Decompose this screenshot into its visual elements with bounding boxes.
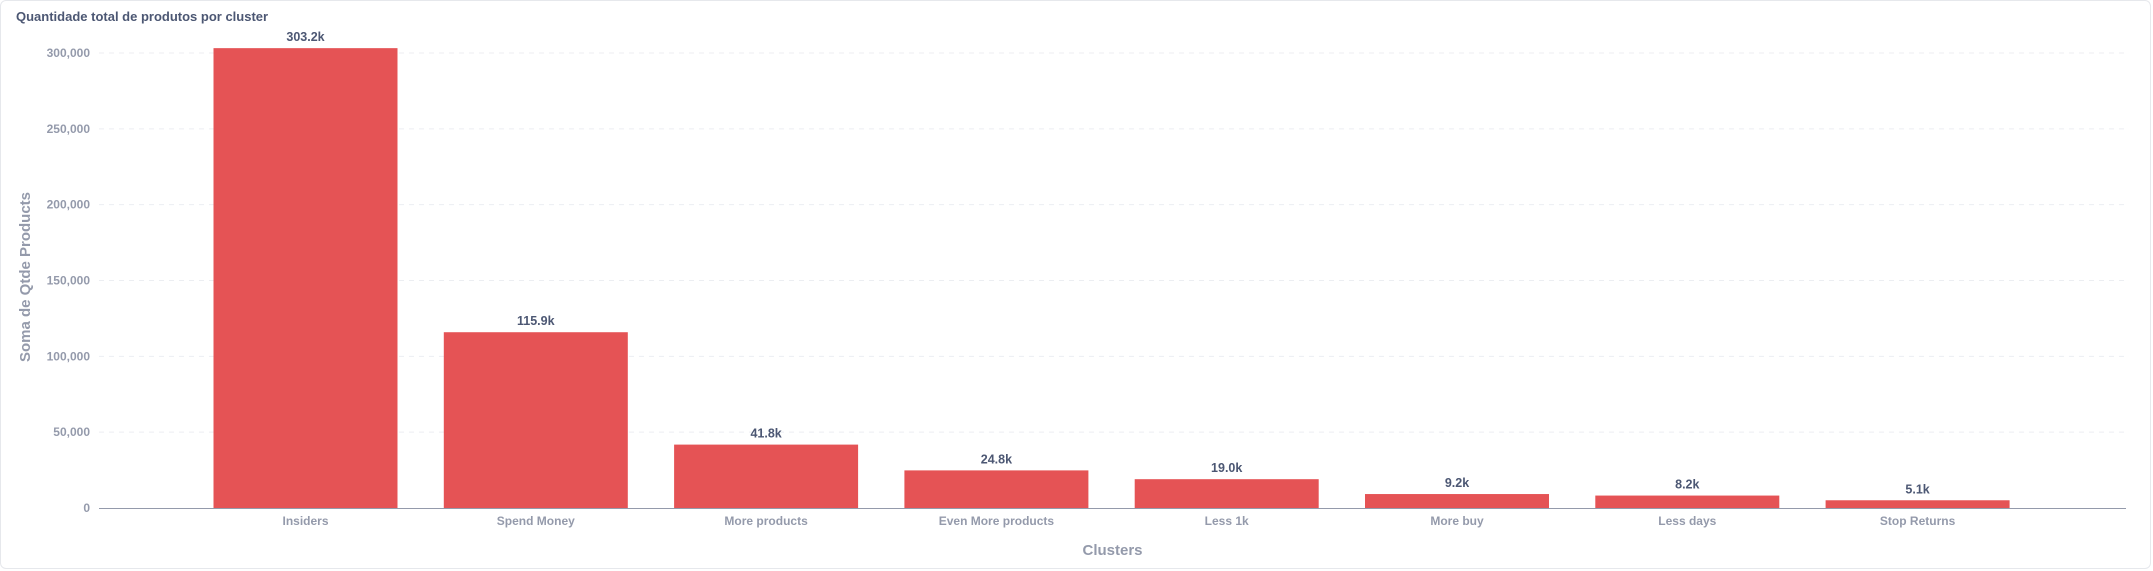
y-tick-label: 300,000 xyxy=(47,46,91,60)
data-label: 9.2k xyxy=(1445,476,1469,490)
data-label: 24.8k xyxy=(981,452,1012,466)
bar[interactable] xyxy=(1595,495,1780,508)
y-axis-label: Soma de Qtde Products xyxy=(17,192,34,362)
bar[interactable] xyxy=(1134,479,1319,508)
data-label: 5.1k xyxy=(1905,482,1929,496)
y-tick-label: 250,000 xyxy=(47,122,91,136)
bar[interactable] xyxy=(443,332,628,508)
x-tick-label: Even More products xyxy=(939,514,1055,528)
bars xyxy=(213,48,2010,508)
x-tick-label: More buy xyxy=(1430,514,1484,528)
x-tick-label: Insiders xyxy=(282,514,328,528)
data-label: 115.9k xyxy=(517,314,555,328)
y-axis-ticks: 0 50,000 100,000 150,000 200,000 250,000 300,0… xyxy=(47,46,91,515)
data-label: 41.8k xyxy=(750,427,781,441)
bar[interactable] xyxy=(674,444,859,508)
chart-title: Quantidade total de produtos por cluster xyxy=(16,9,269,24)
bar[interactable] xyxy=(904,470,1089,508)
data-label: 19.0k xyxy=(1211,461,1242,475)
data-label: 8.2k xyxy=(1675,478,1699,492)
y-tick-label: 200,000 xyxy=(47,198,91,212)
x-tick-label: Stop Returns xyxy=(1880,514,1956,528)
x-tick-label: Less 1k xyxy=(1205,514,1249,528)
gridlines xyxy=(99,52,2126,433)
x-tick-label: Spend Money xyxy=(497,514,575,528)
y-tick-label: 0 xyxy=(83,501,90,515)
y-tick-label: 100,000 xyxy=(47,349,91,363)
x-axis-ticks: Insiders Spend Money More products Even Mor… xyxy=(282,514,1955,528)
bar[interactable] xyxy=(1825,500,2010,508)
y-tick-label: 150,000 xyxy=(47,274,91,288)
x-tick-label: Less days xyxy=(1658,514,1716,528)
data-label: 303.2k xyxy=(286,30,324,44)
x-axis-label: Clusters xyxy=(1082,542,1142,559)
data-labels: 303.2k 115.9k 41.8k 24.8k 19.0k 9.2k 8.2k 5.1k xyxy=(286,30,1929,496)
bar[interactable] xyxy=(1365,494,1549,508)
x-tick-label: More products xyxy=(724,514,808,528)
bar[interactable] xyxy=(213,48,398,508)
y-tick-label: 50,000 xyxy=(53,425,90,439)
